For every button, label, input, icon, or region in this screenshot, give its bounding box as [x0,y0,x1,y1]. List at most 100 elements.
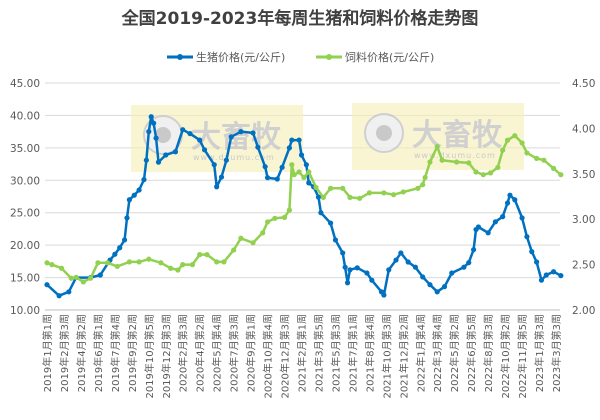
data-point [158,260,164,266]
data-point [492,219,499,225]
data-point [97,272,103,278]
data-point [126,259,133,265]
data-point [541,157,547,163]
data-point [223,157,229,163]
data-point [538,277,545,283]
y-left-tick-label: 15.00 [10,273,40,285]
x-tick-label: 2019年9月第2周 [126,314,139,392]
data-point [386,267,392,273]
x-tick-label: 2022年8月第3周 [482,314,495,392]
data-point [405,259,411,265]
data-point [550,269,557,275]
data-point [143,157,149,163]
x-tick-label: 2020年2月第3周 [177,314,190,392]
data-point [262,164,268,170]
data-point [441,284,448,290]
data-point [393,257,399,263]
data-point [238,129,244,135]
x-tick-label: 2019年2月第3周 [58,314,71,392]
data-point [320,194,326,201]
legend-item-feed[interactable]: 饲料价格(元/公斤) [316,50,434,64]
watermark-url-text: www.dxumu.com [193,153,275,162]
data-point [512,133,518,139]
data-point [420,274,426,280]
data-point [400,189,406,195]
data-point [415,185,421,191]
data-point [301,174,307,181]
data-point [296,137,302,143]
y-left-tick-label: 10.00 [10,305,40,317]
data-point [398,250,404,256]
data-point [543,272,549,278]
data-point [289,137,295,143]
data-point [180,262,186,268]
x-tick-label: 2021年10月第3周 [380,314,393,399]
data-point [327,185,334,191]
y-right-tick-label: 3.50 [572,169,595,181]
data-point [44,260,50,266]
x-tick-label: 2019年1月第1周 [41,314,54,392]
data-point [66,289,72,295]
data-point [58,265,65,271]
data-point [495,164,501,171]
data-point [187,130,193,137]
data-point [420,182,426,188]
x-tick-label: 2021年12月第2周 [397,314,410,399]
data-point [504,200,511,206]
data-point [201,147,208,153]
data-point [44,282,50,288]
data-point [117,245,123,251]
data-point [231,247,237,253]
y-left-tick-label: 35.00 [10,143,40,155]
x-tick-label: 2022年10月第2周 [499,314,512,399]
data-point [272,215,278,221]
data-point [466,160,472,166]
data-point [306,169,312,175]
series-layer [44,114,564,299]
x-tick-label: 2022年6月第5周 [465,314,478,392]
x-tick-label: 2020年5月第4周 [211,314,224,392]
chart-title: 全国2019-2023年每周生猪和饲料价格走势图 [121,8,479,29]
x-tick-label: 2023年1月第3周 [533,314,546,392]
data-point [148,114,154,120]
data-point [303,162,309,168]
data-point [347,267,353,273]
data-point [391,192,397,198]
data-point [180,127,186,133]
data-point [315,194,322,200]
data-point [264,219,271,225]
data-point [434,289,440,295]
data-point [279,164,285,170]
data-point [214,184,220,190]
data-point [473,169,479,175]
data-point [504,137,511,143]
data-point [354,265,360,271]
x-tick-label: 2021年8月第4周 [363,314,376,392]
data-point [289,162,295,168]
legend-label-feed: 饲料价格(元/公斤) [345,50,434,64]
legend-item-pig[interactable]: 生猪价格(元/公斤) [167,50,285,64]
x-axis: 2019年1月第1周 2019年2月第3周 2019年4月第2周 2019年6月第1周… [41,314,563,399]
data-point [512,197,518,203]
data-point [550,165,557,171]
data-point [507,192,513,198]
y-right-tick-label: 4.00 [572,123,595,135]
y-right-tick-label: 2.00 [572,305,595,317]
x-tick-label: 2022年3月第4周 [431,314,444,392]
data-point [524,234,530,240]
data-point [228,134,234,140]
data-point [500,214,506,220]
data-point [255,144,261,150]
y-left-tick-label: 30.00 [10,175,40,187]
data-point [313,184,319,191]
data-point [439,157,445,163]
x-tick-label: 2020年9月第1周 [245,314,258,392]
data-point [519,140,525,146]
y-left-tick-label: 25.00 [10,208,40,220]
x-tick-label: 2019年6月第1周 [92,314,105,392]
data-point [347,194,353,201]
data-point [434,143,440,150]
y-left-tick-label: 40.00 [10,110,40,122]
data-point [189,262,196,268]
